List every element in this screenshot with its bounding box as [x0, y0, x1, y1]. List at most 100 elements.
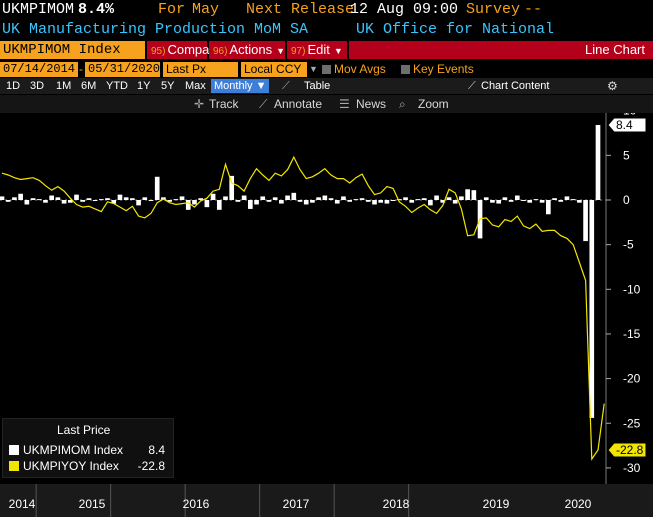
mom-bar: [570, 199, 576, 201]
key-events-checkbox[interactable]: [401, 65, 410, 74]
news-button[interactable]: News: [356, 97, 387, 111]
toolbar: UKMPIMOM Index 95) Compare 96) Actions ▼ 97…: [0, 40, 653, 60]
for-label: For: [158, 1, 186, 18]
mom-bar: [167, 200, 172, 202]
legend-value-yoy: -22.8: [137, 459, 165, 473]
period-1y[interactable]: 1Y: [137, 80, 151, 92]
mom-bar: [99, 199, 104, 201]
mom-bar: [0, 196, 5, 200]
period-3d[interactable]: 3D: [30, 80, 45, 92]
start-date-field[interactable]: 07/14/2014: [0, 62, 78, 77]
period-6m[interactable]: 6M: [81, 80, 97, 92]
y-tick-label: 0: [623, 193, 630, 207]
range-bar: 07/14/2014 - 05/31/2020 Last Px Local CC…: [0, 61, 653, 77]
table-button[interactable]: Table: [304, 80, 331, 92]
index-field[interactable]: UKMPIMOM Index: [0, 41, 145, 59]
mom-bar: [527, 200, 533, 203]
mom-bar: [291, 192, 297, 200]
y-tick-label: -5: [623, 238, 634, 252]
annotate-button[interactable]: Annotate: [274, 97, 323, 111]
legend-row-mom: UKMPIMOM Index 8.4: [9, 443, 169, 457]
x-tick-label: 2015: [79, 497, 106, 511]
period-1d[interactable]: 1D: [6, 80, 21, 92]
mom-bar: [347, 200, 352, 202]
frequency-selector[interactable]: Monthly ▼: [211, 79, 270, 93]
price-type-field[interactable]: Last Px: [163, 62, 238, 77]
survey-value: --: [524, 1, 543, 18]
track-button[interactable]: Track: [209, 97, 239, 111]
mom-bar: [272, 197, 278, 200]
chart-style-icon[interactable]: ⟋: [282, 80, 290, 92]
chart-type-label: Line Chart: [585, 42, 645, 57]
actions-button[interactable]: 96) Actions ▼: [209, 41, 285, 59]
currency-field[interactable]: Local CCY: [241, 62, 307, 77]
mom-bar: [179, 196, 185, 200]
mom-bar: [142, 197, 148, 200]
actions-number: 96): [213, 46, 228, 57]
mom-bar: [279, 200, 284, 204]
annotate-icon[interactable]: ⟋: [259, 97, 268, 111]
mom-bar: [61, 200, 67, 204]
edit-caret-icon: ▼: [333, 46, 343, 56]
mom-bar: [384, 200, 390, 204]
mom-bar: [86, 198, 92, 200]
period-max[interactable]: Max: [185, 80, 206, 92]
mom-bar: [508, 200, 514, 202]
mom-bar: [67, 200, 73, 203]
mom-bar: [192, 200, 197, 205]
currency-caret-icon[interactable]: ▼: [309, 64, 318, 74]
mom-bar: [266, 200, 272, 202]
chart-content-button[interactable]: Chart Content: [481, 80, 550, 92]
mom-bar: [216, 200, 222, 210]
mom-bar: [452, 200, 458, 204]
zoom-button[interactable]: Zoom: [418, 97, 449, 111]
x-tick-label: 2018: [383, 497, 410, 511]
compare-button[interactable]: 95) Compare: [147, 41, 221, 59]
survey-label: Survey: [466, 1, 521, 18]
mom-bar: [483, 197, 489, 200]
next-release-label: Next Release: [246, 1, 355, 18]
settings-gear-icon[interactable]: ⚙: [607, 79, 618, 93]
mom-bar: [471, 190, 477, 200]
period-5y[interactable]: 5Y: [161, 80, 175, 92]
mom-bar: [490, 200, 495, 203]
mom-bar: [80, 200, 86, 202]
mom-bar: [235, 200, 241, 202]
legend-row-yoy: UKMPIYOY Index -22.8: [9, 459, 169, 473]
y-tick-label: 5: [623, 148, 630, 162]
end-date-field[interactable]: 05/31/2020: [85, 62, 160, 77]
period-1m[interactable]: 1M: [56, 80, 72, 92]
zoom-icon[interactable]: ⌕: [399, 97, 406, 111]
mom-bar: [154, 176, 160, 200]
period-bar: 1D 3D 1M 6M YTD 1Y 5Y Max Monthly ▼ ⟋ Ta…: [0, 78, 653, 94]
track-icon[interactable]: ✛: [194, 97, 205, 111]
legend-name-yoy: UKMPIYOY Index: [23, 459, 119, 473]
mom-bar: [409, 200, 415, 203]
mom-bar: [49, 195, 54, 200]
edit-button[interactable]: 97) Edit ▼: [287, 41, 347, 59]
x-tick-label: 2014: [9, 497, 36, 511]
mom-bar: [130, 198, 135, 200]
legend-title: Last Price: [57, 423, 111, 437]
mom-bar: [446, 197, 452, 200]
mom-bar: [123, 197, 129, 200]
legend-name-mom: UKMPIMOM Index: [23, 443, 124, 457]
mom-bar: [421, 198, 427, 200]
last-value: 8.4%: [78, 1, 115, 18]
mom-bar: [589, 200, 595, 418]
mom-bar: [378, 200, 384, 203]
chart-type-selector[interactable]: Line Chart: [349, 41, 653, 59]
mom-bar: [105, 198, 110, 200]
news-icon[interactable]: ☰: [339, 97, 350, 111]
next-release-value: 12 Aug 09:00: [350, 1, 459, 18]
mom-bar: [254, 200, 259, 205]
chart-content-icon[interactable]: ⟋: [468, 80, 476, 92]
mom-bar: [36, 199, 42, 201]
mom-bar: [552, 198, 557, 200]
last-yoy-label-text: -22.8: [616, 443, 644, 457]
period-ytd[interactable]: YTD: [106, 80, 128, 92]
mom-bar: [328, 198, 334, 200]
legend-swatch-mom: [9, 445, 19, 455]
mom-bar: [564, 196, 570, 200]
mov-avgs-checkbox[interactable]: [322, 65, 331, 74]
